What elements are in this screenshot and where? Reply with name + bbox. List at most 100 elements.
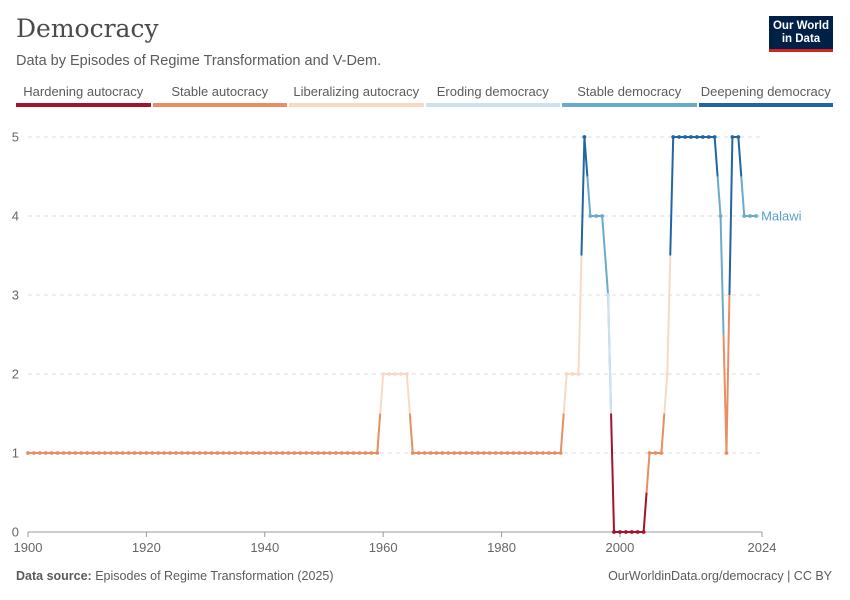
data-point xyxy=(458,451,463,455)
series-line-segment xyxy=(610,413,648,533)
data-point xyxy=(97,451,101,455)
data-point xyxy=(126,451,131,455)
x-tick-label: 1960 xyxy=(369,540,398,555)
legend-item-liberalizing-autocracy[interactable]: Liberalizing autocracy xyxy=(289,83,424,107)
data-point xyxy=(345,451,350,455)
data-point xyxy=(262,451,267,455)
y-tick-label: 1 xyxy=(12,446,19,461)
data-point xyxy=(67,451,72,455)
data-point xyxy=(150,451,155,455)
data-point xyxy=(310,451,315,455)
data-point xyxy=(493,451,498,455)
data-point xyxy=(481,451,486,455)
data-point xyxy=(168,451,172,455)
data-point xyxy=(428,451,433,455)
legend-label: Liberalizing autocracy xyxy=(293,84,420,99)
data-point xyxy=(239,451,243,455)
data-point xyxy=(422,451,427,455)
data-point xyxy=(114,451,119,455)
y-tick-label: 5 xyxy=(12,130,19,145)
data-point xyxy=(659,451,664,455)
data-point xyxy=(37,451,42,455)
data-point xyxy=(612,530,616,534)
data-point xyxy=(541,451,545,455)
chart-title: Democracy xyxy=(16,14,159,43)
series-line-segment xyxy=(28,413,382,454)
chart-subtitle: Data by Episodes of Regime Transformatio… xyxy=(16,53,382,69)
x-tick-label: 2000 xyxy=(605,540,634,555)
legend-item-deepening-democracy[interactable]: Deepening democracy xyxy=(698,83,833,107)
data-source-text: Episodes of Regime Transformation (2025) xyxy=(95,569,334,583)
data-point xyxy=(292,451,297,455)
data-point xyxy=(286,451,291,455)
data-point xyxy=(677,135,682,139)
data-point xyxy=(327,451,332,455)
legend-item-stable-democracy[interactable]: Stable democracy xyxy=(562,83,697,107)
data-point xyxy=(446,451,451,455)
data-point xyxy=(197,451,202,455)
data-point xyxy=(718,214,723,218)
data-point xyxy=(641,530,646,534)
data-point xyxy=(256,451,261,455)
series-line-segment xyxy=(379,373,411,414)
data-point xyxy=(316,451,320,455)
data-point xyxy=(576,372,581,376)
data-point xyxy=(671,135,676,139)
data-point xyxy=(623,530,628,534)
legend-item-hardening-autocracy[interactable]: Hardening autocracy xyxy=(16,83,151,107)
data-point xyxy=(505,451,510,455)
data-point xyxy=(49,451,54,455)
data-point xyxy=(61,451,66,455)
y-tick-label: 0 xyxy=(12,525,19,540)
data-point xyxy=(600,214,605,218)
data-point xyxy=(754,214,758,218)
data-point xyxy=(588,214,593,218)
legend-label: Eroding democracy xyxy=(436,84,549,99)
owid-logo[interactable]: Our World in Data xyxy=(769,16,833,52)
data-point xyxy=(144,451,149,455)
data-source-label: Data source: xyxy=(16,569,92,583)
logo-line-2: in Data xyxy=(781,33,821,45)
series-line-segment xyxy=(607,294,613,414)
legend-swatch xyxy=(562,103,697,107)
legend-item-eroding-democracy[interactable]: Eroding democracy xyxy=(425,83,560,107)
data-point xyxy=(387,372,391,376)
legend-label: Hardening autocracy xyxy=(23,84,144,99)
x-tick-label: 1900 xyxy=(14,540,43,555)
data-point xyxy=(215,451,220,455)
data-point xyxy=(357,451,362,455)
x-tick-label: 1940 xyxy=(250,540,279,555)
series-line-segment xyxy=(408,413,565,454)
legend-item-stable-autocracy[interactable]: Stable autocracy xyxy=(152,83,287,107)
data-point xyxy=(535,451,539,455)
data-point xyxy=(618,530,622,534)
data-point xyxy=(730,135,735,139)
data-point xyxy=(85,451,90,455)
data-point xyxy=(280,451,285,455)
data-point xyxy=(440,451,445,455)
data-source: Data source: Episodes of Regime Transfor… xyxy=(16,569,334,583)
data-point xyxy=(156,451,161,455)
data-point xyxy=(393,372,397,376)
data-point xyxy=(653,451,658,455)
data-point xyxy=(452,451,457,455)
data-point xyxy=(558,451,563,455)
data-point xyxy=(635,530,640,534)
x-tick-label: 1980 xyxy=(487,540,516,555)
data-point xyxy=(529,451,534,455)
legend-swatch xyxy=(425,103,560,107)
data-point xyxy=(351,451,356,455)
data-point xyxy=(79,451,84,455)
series-line-segment xyxy=(716,176,725,335)
data-point xyxy=(322,451,326,455)
data-point xyxy=(103,451,107,455)
data-point xyxy=(191,451,196,455)
data-point xyxy=(369,451,374,455)
credit-link[interactable]: OurWorldinData.org/democracy | CC BY xyxy=(608,569,832,583)
x-tick-label: 1920 xyxy=(132,540,161,555)
data-point xyxy=(268,451,273,455)
data-point xyxy=(55,451,60,455)
data-point xyxy=(511,451,516,455)
data-point xyxy=(227,451,232,455)
